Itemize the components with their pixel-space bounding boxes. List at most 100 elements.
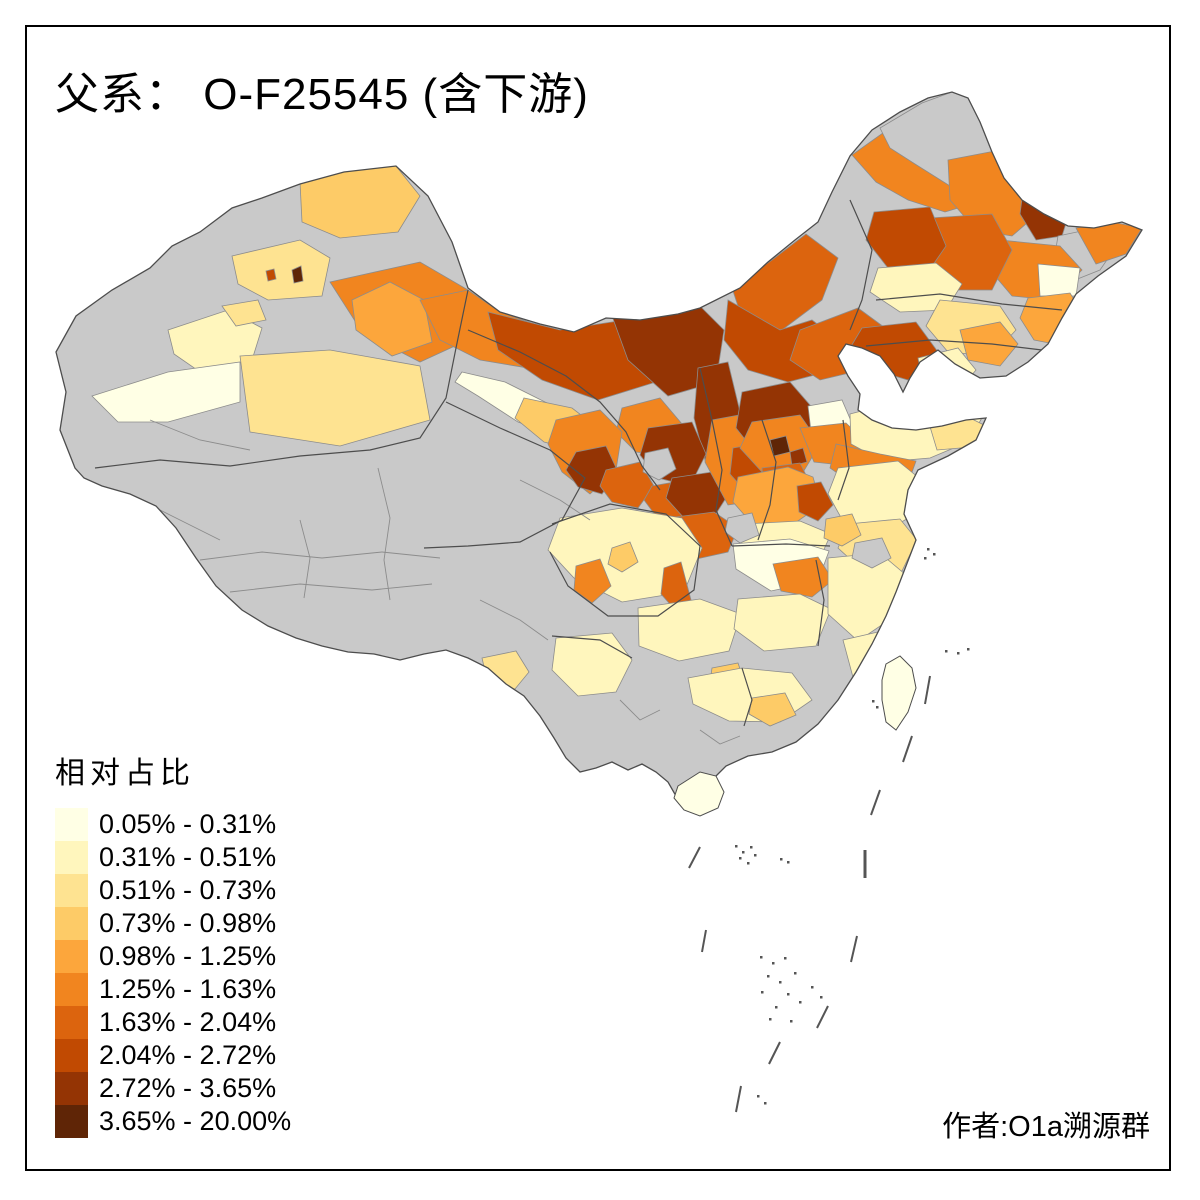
map-region bbox=[265, 268, 277, 282]
legend-label: 0.05% - 0.31% bbox=[99, 809, 277, 839]
small-island-dot bbox=[767, 975, 770, 978]
small-island-dot bbox=[742, 851, 745, 854]
small-island-dot bbox=[747, 862, 750, 865]
legend-row: 0.51% - 0.73% bbox=[55, 874, 291, 907]
author-credit: 作者:O1a溯源群 bbox=[942, 1111, 1150, 1143]
legend-swatch bbox=[55, 841, 88, 874]
map-region bbox=[1037, 263, 1081, 297]
legend-swatch bbox=[55, 940, 88, 973]
prefecture-border-line bbox=[619, 699, 661, 721]
legend-label: 0.73% - 0.98% bbox=[99, 908, 277, 938]
map-region bbox=[291, 265, 304, 284]
sea-boundary-dash bbox=[816, 1005, 829, 1029]
small-island-dot bbox=[794, 972, 797, 975]
legend-row: 0.73% - 0.98% bbox=[55, 907, 291, 940]
legend-swatch bbox=[55, 1006, 88, 1039]
map-region bbox=[607, 541, 639, 573]
legend-row: 1.25% - 1.63% bbox=[55, 973, 291, 1006]
plot-frame bbox=[25, 25, 1171, 1171]
sea-boundary-dash bbox=[924, 675, 931, 705]
map-region bbox=[351, 281, 433, 357]
map-region bbox=[724, 512, 760, 544]
small-island-dot bbox=[872, 700, 875, 703]
province-border-line bbox=[731, 543, 831, 547]
province-border-line bbox=[757, 419, 777, 541]
small-island-dot bbox=[787, 861, 790, 864]
small-island-dot bbox=[876, 706, 879, 709]
legend-swatch bbox=[55, 1105, 88, 1138]
legend-label: 0.98% - 1.25% bbox=[99, 941, 277, 971]
small-island-dot bbox=[739, 857, 742, 860]
legend-label: 2.72% - 3.65% bbox=[99, 1073, 277, 1103]
legend-label: 0.31% - 0.51% bbox=[99, 842, 277, 872]
map-region bbox=[573, 558, 612, 604]
province-border-line bbox=[699, 367, 733, 547]
prefecture-border-line bbox=[519, 479, 591, 521]
legend-label: 1.63% - 2.04% bbox=[99, 1007, 277, 1037]
small-island-dot bbox=[787, 993, 790, 996]
map-region bbox=[91, 361, 241, 423]
page-title: 父系： O-F25545 (含下游) bbox=[55, 70, 589, 119]
legend-row: 1.63% - 2.04% bbox=[55, 1006, 291, 1039]
small-island-dot bbox=[764, 1102, 767, 1105]
province-border-line bbox=[467, 329, 661, 491]
province-border-line bbox=[875, 293, 1063, 311]
legend-row: 3.65% - 20.00% bbox=[55, 1105, 291, 1138]
small-island-dot bbox=[754, 854, 757, 857]
national-outline bbox=[55, 91, 1143, 797]
small-island-dot bbox=[775, 1006, 778, 1009]
small-island-dot bbox=[820, 996, 823, 999]
legend-row: 0.98% - 1.25% bbox=[55, 940, 291, 973]
legend-row: 0.31% - 0.51% bbox=[55, 841, 291, 874]
map-region bbox=[789, 447, 808, 467]
province-border-line bbox=[815, 559, 825, 647]
legend-row: 2.04% - 2.72% bbox=[55, 1039, 291, 1072]
small-island-dot bbox=[945, 650, 948, 653]
map-region bbox=[231, 239, 331, 301]
small-island-dot bbox=[769, 1018, 772, 1021]
legend-row: 2.72% - 3.65% bbox=[55, 1072, 291, 1105]
prefecture-border-line bbox=[299, 519, 311, 599]
map-region bbox=[748, 692, 797, 727]
small-island-dot bbox=[780, 858, 783, 861]
small-island-dot bbox=[761, 991, 764, 994]
map-region bbox=[642, 447, 677, 481]
province-border-line bbox=[849, 199, 873, 331]
small-island-dot bbox=[784, 957, 787, 960]
sea-boundary-dash bbox=[768, 1041, 781, 1065]
small-island-dot bbox=[750, 846, 753, 849]
legend-swatch bbox=[55, 808, 88, 841]
legend-label: 1.25% - 1.63% bbox=[99, 974, 277, 1004]
small-island-dot bbox=[927, 548, 930, 551]
island-region bbox=[673, 771, 725, 817]
province-border-line bbox=[741, 667, 753, 727]
map-region bbox=[796, 481, 834, 522]
small-island-dot bbox=[757, 1095, 760, 1098]
legend-title: 相对占比 bbox=[55, 757, 195, 790]
legend-swatch bbox=[55, 874, 88, 907]
small-island-dot bbox=[799, 1001, 802, 1004]
sea-boundary-dash bbox=[902, 735, 913, 763]
map-region bbox=[551, 632, 633, 697]
small-island-dot bbox=[967, 648, 970, 651]
sea-boundary-dash bbox=[870, 789, 881, 816]
legend-rows: 0.05% - 0.31% 0.31% - 0.51% 0.51% - 0.73% 0… bbox=[55, 808, 291, 1138]
legend-swatch bbox=[55, 973, 88, 1006]
province-border-line bbox=[837, 419, 850, 501]
map-region bbox=[637, 598, 742, 662]
small-island-dot bbox=[779, 981, 782, 984]
prefecture-border-line bbox=[377, 467, 391, 601]
map-region bbox=[823, 513, 862, 547]
small-island-dot bbox=[933, 553, 936, 556]
sea-boundary-dash bbox=[701, 929, 707, 953]
prefecture-border-line bbox=[199, 551, 441, 561]
legend-swatch bbox=[55, 1072, 88, 1105]
sea-boundary-dash bbox=[735, 1085, 742, 1113]
small-island-dot bbox=[735, 845, 738, 848]
small-island-dot bbox=[760, 956, 763, 959]
prefecture-border-line bbox=[699, 729, 741, 745]
legend-swatch bbox=[55, 907, 88, 940]
map-region bbox=[851, 537, 892, 569]
sea-boundary-dash bbox=[850, 935, 858, 963]
province-border-line bbox=[551, 635, 633, 659]
